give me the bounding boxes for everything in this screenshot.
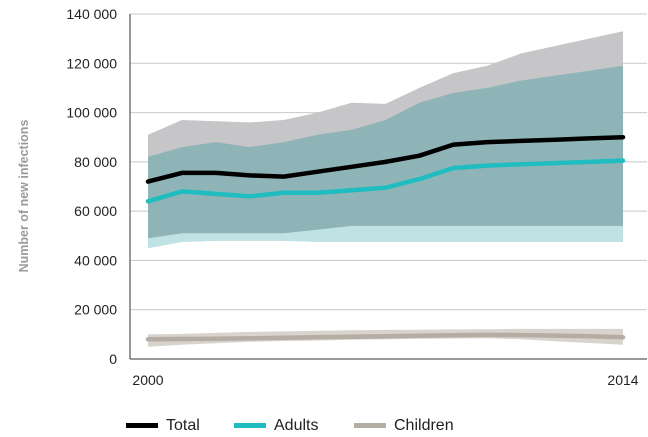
axes xyxy=(129,14,647,360)
adults-legend-label: Adults xyxy=(274,417,318,434)
adults-line xyxy=(145,158,626,204)
y-axis-label: Number of new infections xyxy=(17,120,31,273)
y-tick-label: 20 000 xyxy=(74,302,117,318)
y-tick-label: 40 000 xyxy=(74,252,117,268)
y-tick-label: 120 000 xyxy=(66,55,117,71)
children-legend-label: Children xyxy=(394,417,454,434)
total-legend-label: Total xyxy=(166,417,200,434)
x-tick-label: 2000 xyxy=(132,372,163,388)
children-line xyxy=(145,332,626,342)
y-tick-labels: 0 20 000 40 000 60 000 80 000 100 000 120 000 1… xyxy=(66,6,117,367)
x-tick-labels: 2000 2014 xyxy=(132,372,638,388)
y-tick-label: 0 xyxy=(109,351,117,367)
total-line xyxy=(145,134,626,184)
adults-lower-band xyxy=(148,225,623,249)
x-tick-label: 2014 xyxy=(607,372,638,388)
legend: Total Adults Children xyxy=(126,417,454,434)
adults-legend-swatch xyxy=(234,423,266,428)
y-tick-label: 80 000 xyxy=(74,154,117,170)
series-lines xyxy=(145,134,626,342)
adults-uncertainty-band xyxy=(148,65,623,239)
y-tick-label: 100 000 xyxy=(66,105,117,121)
y-tick-label: 60 000 xyxy=(74,203,117,219)
total-legend-swatch xyxy=(126,423,158,428)
y-tick-label: 140 000 xyxy=(66,6,117,22)
children-legend-swatch xyxy=(354,423,386,428)
